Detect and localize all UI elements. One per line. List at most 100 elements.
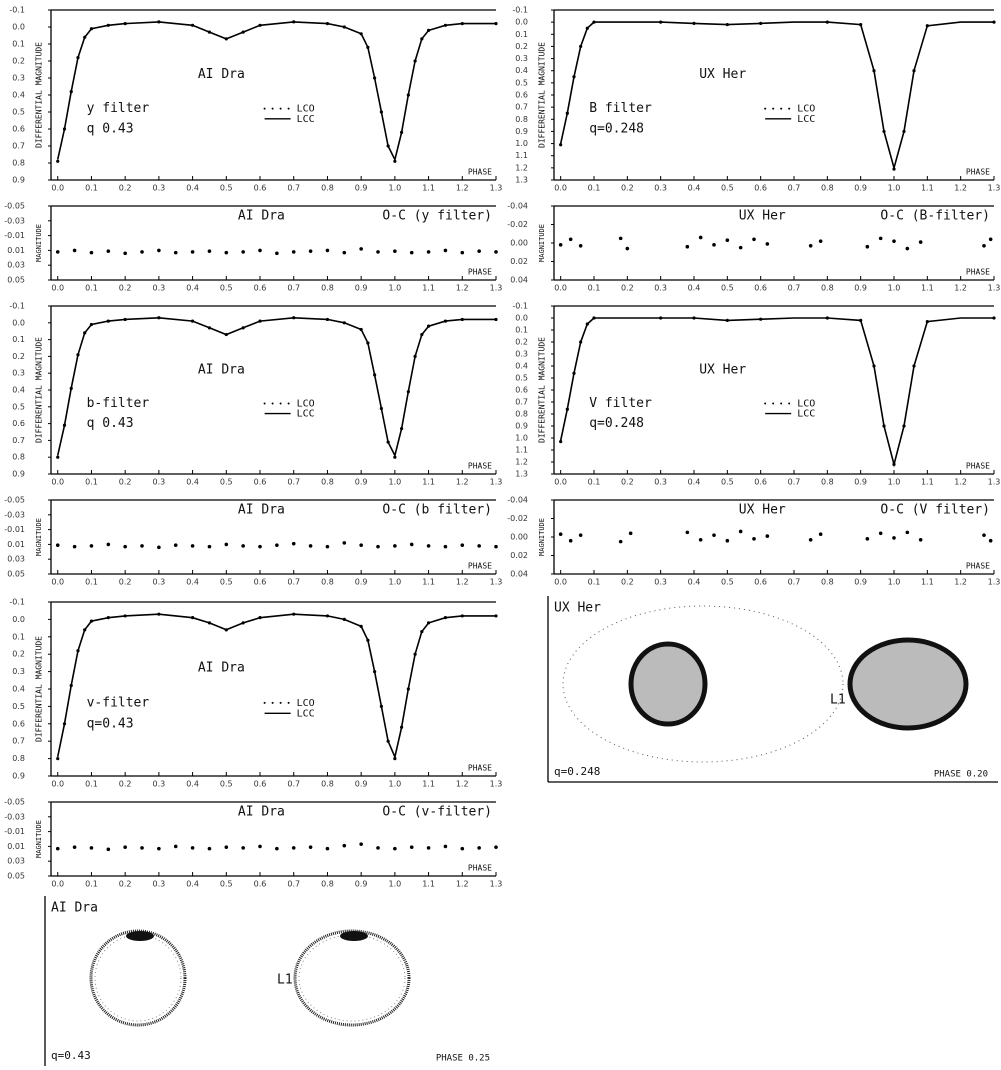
legend-marker: [788, 402, 790, 404]
y-tick-label: 0.7: [12, 142, 25, 151]
y-tick-label: 0.4: [12, 91, 25, 100]
y-tick-label: -0.05: [4, 202, 25, 211]
x-tick-label: 0.5: [721, 478, 734, 487]
residual-point: [123, 545, 127, 549]
x-tick-label: 0.9: [355, 578, 368, 587]
residual-point: [376, 846, 380, 850]
residual-point: [906, 247, 910, 251]
q-label: q 0.43: [87, 122, 134, 137]
x-axis-label: PHASE: [468, 562, 492, 571]
y-tick-label: 0.04: [510, 570, 528, 579]
residual-point: [686, 245, 690, 249]
x-tick-label: 0.5: [220, 780, 233, 789]
model-curve: [561, 318, 994, 464]
x-tick-label: 0.7: [788, 578, 801, 587]
x-tick-label: 0.7: [287, 184, 300, 193]
residual-point: [140, 544, 144, 548]
y-tick-label: 0.0: [12, 615, 25, 624]
residual-point: [107, 543, 111, 547]
y-tick-label: 0.2: [12, 352, 25, 361]
diagram-title: UX Her: [554, 601, 601, 616]
x-tick-label: 0.0: [51, 578, 64, 587]
filter-label: V filter: [589, 396, 652, 411]
y-tick-label: 0.03: [7, 857, 25, 866]
residual-point: [326, 847, 330, 851]
x-tick-label: 0.4: [186, 184, 199, 193]
y-axis-label: DIFFERENTIAL MAGNITUDE: [538, 337, 547, 443]
y-tick-label: 0.5: [12, 108, 25, 117]
residual-point: [174, 845, 178, 849]
x-axis-label: PHASE: [468, 462, 492, 471]
residual-point: [809, 244, 813, 248]
x-tick-label: 1.1: [422, 284, 435, 293]
phase-label: PHASE 0.20: [934, 770, 988, 780]
y-tick-label: 0.1: [12, 632, 25, 641]
x-tick-label: 1.2: [954, 578, 967, 587]
legend-marker: [780, 108, 782, 110]
y-axis-label: DIFFERENTIAL MAGNITUDE: [35, 42, 44, 148]
residual-point: [410, 543, 414, 547]
residual-point: [225, 543, 229, 547]
x-tick-label: 1.3: [490, 478, 503, 487]
x-tick-label: 0.1: [588, 284, 601, 293]
residual-point: [359, 842, 363, 846]
residual-point: [477, 249, 481, 253]
y-tick-label: -0.01: [4, 827, 25, 836]
y-tick-label: 0.8: [515, 410, 528, 419]
y-tick-label: 1.1: [515, 151, 528, 160]
residual-point: [309, 845, 313, 849]
y-tick-label: 0.02: [510, 551, 528, 560]
x-tick-label: 0.2: [621, 284, 634, 293]
y-tick-label: 0.8: [12, 453, 25, 462]
x-tick-label: 0.2: [621, 478, 634, 487]
y-tick-label: 0.05: [7, 872, 25, 881]
residual-point: [191, 846, 195, 850]
x-tick-label: 0.6: [254, 780, 267, 789]
x-tick-label: 0.0: [554, 478, 567, 487]
residual-point: [292, 846, 296, 850]
x-tick-label: 0.2: [119, 780, 132, 789]
residual-point: [73, 545, 77, 549]
y-tick-label: -0.04: [507, 496, 528, 505]
residual-point: [866, 537, 870, 541]
legend-marker: [280, 108, 282, 110]
data-point: [56, 456, 59, 459]
y-tick-label: 0.04: [510, 276, 528, 285]
residual-point: [752, 238, 756, 242]
x-tick-label: 0.4: [186, 880, 199, 889]
y-tick-label: -0.1: [9, 598, 25, 607]
filter-label: v-filter: [87, 695, 150, 710]
x-tick-label: 0.8: [321, 880, 334, 889]
legend-marker: [780, 402, 782, 404]
residual-point: [619, 237, 623, 241]
x-tick-label: 0.6: [754, 478, 767, 487]
x-tick-label: 0.7: [287, 478, 300, 487]
residual-point: [494, 845, 498, 849]
x-tick-label: 0.8: [321, 478, 334, 487]
residual-point: [208, 249, 212, 253]
x-tick-label: 0.8: [321, 780, 334, 789]
y-tick-label: 0.9: [515, 127, 528, 136]
x-tick-label: 0.2: [119, 578, 132, 587]
x-tick-label: 0.1: [588, 184, 601, 193]
residual-point: [342, 541, 346, 545]
y-tick-label: 0.1: [515, 326, 528, 335]
y-tick-label: 0.2: [515, 338, 528, 347]
y-tick-label: 1.0: [515, 434, 528, 443]
residual-point: [427, 544, 431, 548]
x-axis-label: PHASE: [468, 268, 492, 277]
residual-point: [241, 544, 245, 548]
residual-point: [579, 533, 583, 537]
filter-label: b-filter: [87, 396, 150, 411]
x-tick-label: 1.1: [921, 578, 934, 587]
y-tick-label: 1.0: [515, 139, 528, 148]
residual-point: [90, 846, 94, 850]
residual-point: [359, 247, 363, 251]
x-tick-label: 1.3: [490, 780, 503, 789]
x-tick-label: 1.2: [954, 478, 967, 487]
x-tick-label: 0.5: [220, 880, 233, 889]
residual-point: [919, 538, 923, 542]
y-tick-label: 0.8: [12, 159, 25, 168]
x-tick-label: 1.2: [456, 780, 469, 789]
x-tick-label: 0.3: [654, 578, 667, 587]
